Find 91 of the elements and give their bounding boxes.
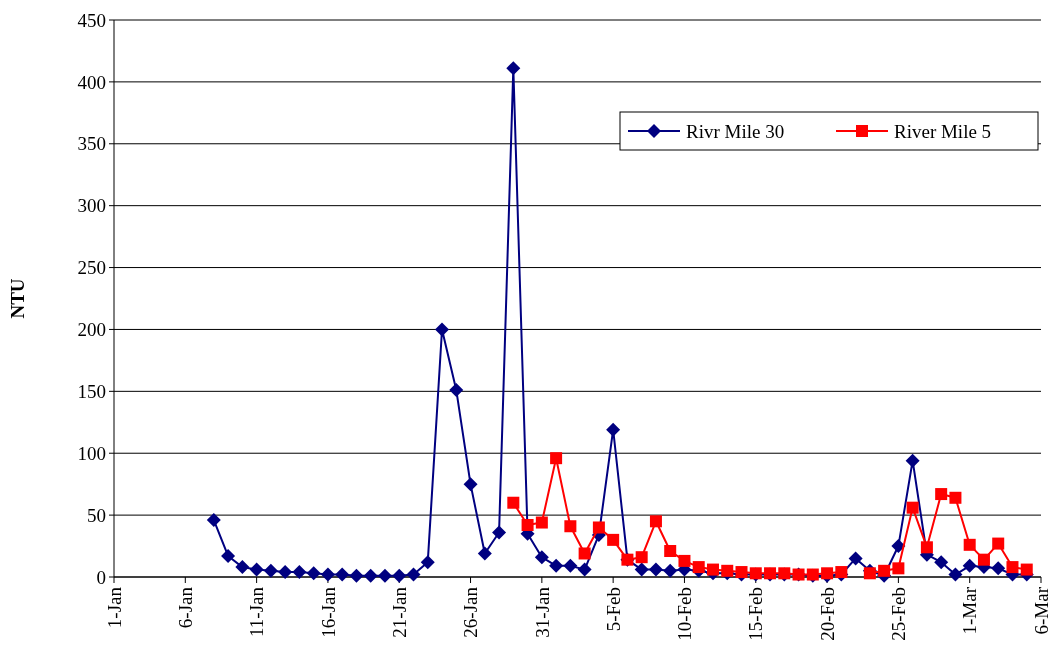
point xyxy=(905,453,920,468)
point xyxy=(206,513,221,528)
x-tick-label: 25-Feb xyxy=(888,587,910,641)
y-tick-label: 100 xyxy=(77,442,106,464)
x-tick-label: 26-Jan xyxy=(460,586,482,638)
x-tick-label: 6-Jan xyxy=(174,586,196,629)
point xyxy=(992,537,1005,550)
point xyxy=(878,564,891,577)
point xyxy=(463,477,478,492)
point xyxy=(863,567,876,580)
point xyxy=(848,551,863,566)
point xyxy=(363,568,378,583)
y-tick-label: 400 xyxy=(77,71,106,93)
point xyxy=(1006,561,1019,574)
point xyxy=(1020,563,1033,576)
point xyxy=(578,547,591,560)
point xyxy=(649,515,662,528)
point xyxy=(949,491,962,504)
point xyxy=(292,565,307,580)
point xyxy=(420,555,435,570)
point xyxy=(664,545,677,558)
point xyxy=(607,533,620,546)
x-tick-label: 11-Jan xyxy=(246,586,268,637)
point xyxy=(506,61,521,76)
legend-label: Rivr Mile 30 xyxy=(686,120,785,142)
point xyxy=(221,548,236,563)
point xyxy=(492,525,507,540)
x-tick-label: 1-Mar xyxy=(959,586,981,635)
point xyxy=(349,568,364,583)
point xyxy=(962,558,977,573)
point xyxy=(663,563,678,578)
x-tick-label: 16-Jan xyxy=(317,586,339,638)
x-tick-label: 20-Feb xyxy=(816,587,838,641)
point xyxy=(963,538,976,551)
point xyxy=(891,539,906,554)
point xyxy=(678,554,691,567)
point xyxy=(991,561,1006,576)
point xyxy=(606,422,621,437)
y-tick-label: 350 xyxy=(77,133,106,155)
point xyxy=(948,567,963,582)
point xyxy=(592,521,605,534)
x-tick-label: 21-Jan xyxy=(388,586,410,638)
point xyxy=(278,565,293,580)
y-tick-label: 250 xyxy=(77,257,106,279)
point xyxy=(563,558,578,573)
point xyxy=(235,560,250,575)
y-tick-label: 0 xyxy=(96,566,106,588)
point xyxy=(249,562,264,577)
point xyxy=(377,568,392,583)
point xyxy=(906,501,919,514)
y-tick-label: 450 xyxy=(77,9,106,31)
point xyxy=(535,516,548,529)
y-axis-title: NTU xyxy=(7,278,28,319)
point xyxy=(635,551,648,564)
point xyxy=(406,567,421,582)
point xyxy=(706,563,719,576)
point xyxy=(521,519,534,532)
x-tick-label: 10-Feb xyxy=(674,587,696,641)
point xyxy=(648,562,663,577)
point xyxy=(634,562,649,577)
point xyxy=(892,562,905,575)
legend-label: River Mile 5 xyxy=(894,120,992,142)
point xyxy=(263,563,278,578)
point xyxy=(564,520,577,533)
y-tick-label: 150 xyxy=(77,380,106,402)
point xyxy=(721,564,734,577)
y-tick-label: 200 xyxy=(77,319,106,341)
point xyxy=(507,496,520,509)
point xyxy=(534,550,549,565)
point xyxy=(392,568,407,583)
x-tick-label: 6-Mar xyxy=(1030,586,1051,635)
point xyxy=(335,567,350,582)
point xyxy=(692,561,705,574)
point xyxy=(577,562,592,577)
point xyxy=(977,553,990,566)
point xyxy=(435,322,450,337)
x-tick-label: 5-Feb xyxy=(602,587,624,632)
point xyxy=(934,555,949,570)
y-tick-label: 300 xyxy=(77,195,106,217)
point xyxy=(320,567,335,582)
point xyxy=(935,488,948,501)
x-tick-label: 15-Feb xyxy=(745,587,767,641)
point xyxy=(306,566,321,581)
point xyxy=(449,383,464,398)
point xyxy=(477,546,492,561)
y-tick-label: 50 xyxy=(87,504,106,526)
x-tick-label: 1-Jan xyxy=(103,586,125,629)
point xyxy=(550,452,563,465)
x-tick-label: 31-Jan xyxy=(531,586,553,638)
point xyxy=(549,558,564,573)
point xyxy=(920,541,933,554)
